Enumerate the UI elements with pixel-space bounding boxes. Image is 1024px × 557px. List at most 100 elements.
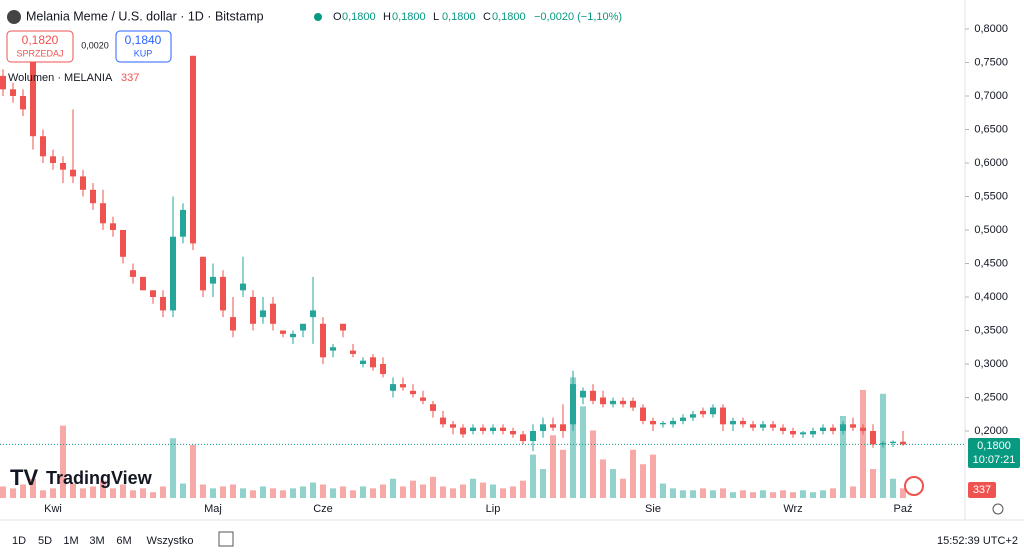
volume-bar bbox=[760, 490, 766, 498]
candle-body bbox=[240, 283, 246, 291]
volume-bar bbox=[60, 425, 66, 498]
candle-body bbox=[530, 431, 536, 442]
x-tick-label: Sie bbox=[645, 503, 661, 515]
candle-body bbox=[400, 384, 406, 388]
buy-label[interactable]: KUP bbox=[134, 48, 153, 58]
volume-bar bbox=[780, 490, 786, 498]
change: −0,0020 (−1,10%) bbox=[534, 11, 622, 23]
volume-bar bbox=[630, 449, 636, 498]
candle-body bbox=[550, 424, 556, 428]
chart-title: Melania Meme / U.S. dollar · 1D · Bitsta… bbox=[26, 9, 264, 23]
candle-body bbox=[820, 427, 826, 431]
y-tick-label: 0,7500 bbox=[974, 56, 1008, 68]
volume-bar bbox=[370, 488, 376, 498]
sell-label[interactable]: SPRZEDAJ bbox=[16, 48, 63, 58]
candle-body bbox=[740, 420, 746, 425]
candle-body bbox=[600, 397, 606, 405]
volume-bar bbox=[70, 483, 76, 498]
volume-bar bbox=[730, 492, 736, 498]
clock: 15:52:39 UTC+2 bbox=[937, 535, 1018, 547]
candle-body bbox=[900, 441, 906, 445]
candle-body bbox=[510, 431, 516, 435]
x-tick-label: Paź bbox=[894, 503, 913, 515]
y-tick-label: 0,5000 bbox=[974, 224, 1008, 236]
candle-body bbox=[730, 420, 736, 425]
ohlc-legend: O 0,1800 H 0,1800 L 0,1800 C 0,1800 bbox=[333, 11, 526, 23]
candle-body bbox=[610, 400, 616, 405]
candle-body bbox=[650, 420, 656, 425]
candle-body bbox=[370, 357, 376, 368]
volume-bar bbox=[400, 486, 406, 498]
volume-bar bbox=[770, 492, 776, 498]
volume-bar bbox=[660, 483, 666, 498]
candle-body bbox=[180, 209, 186, 237]
flag-icon[interactable] bbox=[904, 476, 924, 496]
x-tick-label: Lip bbox=[486, 503, 501, 515]
spread: 0,0020 bbox=[81, 40, 109, 50]
candle-body bbox=[110, 223, 116, 230]
sell-button[interactable] bbox=[6, 30, 74, 63]
volume-bar bbox=[830, 488, 836, 498]
candle-body bbox=[640, 407, 646, 421]
price-tag-value: 0,1800 bbox=[977, 440, 1011, 452]
candle-body bbox=[270, 303, 276, 324]
candle-body bbox=[200, 256, 206, 291]
date-picker-icon[interactable] bbox=[218, 531, 234, 547]
volume-bar bbox=[390, 478, 396, 498]
volume-bar bbox=[380, 484, 386, 498]
volume-bar bbox=[690, 490, 696, 498]
volume-bar bbox=[870, 469, 876, 498]
candle-body bbox=[320, 323, 326, 358]
volume-bar bbox=[620, 478, 626, 498]
y-tick-label: 0,4000 bbox=[974, 291, 1008, 303]
range-button[interactable]: 1M bbox=[63, 535, 78, 547]
volume-bar bbox=[570, 377, 576, 498]
candle-body bbox=[420, 397, 426, 401]
volume-bar bbox=[480, 482, 486, 498]
y-tick-label: 0,7000 bbox=[974, 90, 1008, 102]
y-tick-label: 0,6500 bbox=[974, 123, 1008, 135]
logo-text: TradingView bbox=[46, 468, 153, 488]
volume-bar bbox=[230, 484, 236, 498]
ohlc-value: 0,1800 bbox=[492, 11, 526, 23]
range-button[interactable]: 6M bbox=[116, 535, 131, 547]
range-button[interactable]: Wszystko bbox=[146, 535, 193, 547]
logo-mark: TV bbox=[10, 465, 38, 490]
volume-bar bbox=[420, 484, 426, 498]
volume-bar bbox=[50, 488, 56, 498]
volume-bar bbox=[440, 486, 446, 498]
range-button[interactable]: 3M bbox=[89, 535, 104, 547]
candle-body bbox=[410, 390, 416, 395]
candle-body bbox=[830, 427, 836, 431]
candle-body bbox=[860, 427, 866, 431]
candle-body bbox=[40, 136, 46, 157]
volume-bar bbox=[0, 486, 6, 498]
volume-bar bbox=[120, 484, 126, 498]
buy-button[interactable] bbox=[115, 30, 172, 63]
ohlc-key: C bbox=[483, 11, 491, 23]
x-tick-label: Maj bbox=[204, 503, 222, 515]
candle-body bbox=[460, 427, 466, 435]
volume-bar bbox=[490, 484, 496, 498]
sell-price[interactable]: 0,1820 bbox=[22, 33, 59, 47]
volume-bar bbox=[100, 480, 106, 498]
volume-bar bbox=[20, 484, 26, 498]
volume-bar bbox=[140, 488, 146, 498]
settings-icon[interactable] bbox=[992, 503, 1004, 515]
range-button[interactable]: 5D bbox=[38, 535, 52, 547]
candle-body bbox=[690, 414, 696, 418]
candle-body bbox=[430, 404, 436, 411]
range-button[interactable]: 1D bbox=[12, 535, 26, 547]
volume-bar bbox=[890, 478, 896, 498]
volume-bar bbox=[850, 486, 856, 498]
candle-body bbox=[540, 424, 546, 431]
volume-bar bbox=[590, 430, 596, 498]
volume-bar bbox=[600, 459, 606, 498]
candle-body bbox=[760, 424, 766, 428]
buy-price[interactable]: 0,1840 bbox=[125, 33, 162, 47]
volume-bar bbox=[800, 490, 806, 498]
volume-bar bbox=[340, 486, 346, 498]
candle-body bbox=[140, 276, 146, 291]
candle-body bbox=[130, 270, 136, 277]
candle-body bbox=[150, 290, 156, 297]
